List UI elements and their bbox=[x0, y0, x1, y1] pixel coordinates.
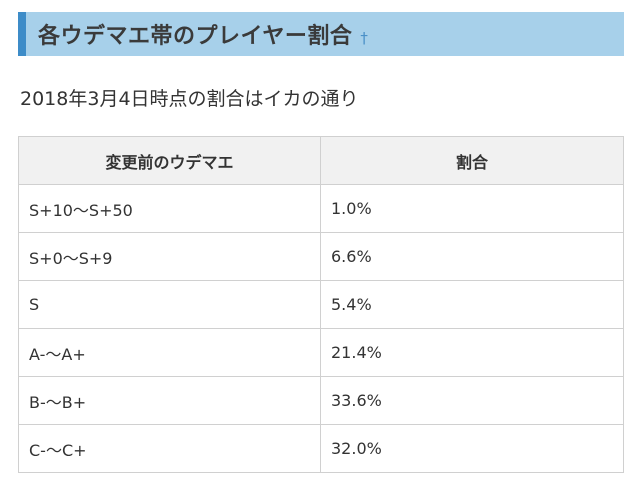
table-row: C-〜C+ 32.0% bbox=[18, 424, 624, 473]
section-title: 各ウデマエ帯のプレイヤー割合 bbox=[38, 24, 353, 49]
rank-ratio-table: 変更前のウデマエ 割合 S+10〜S+50 1.0% S+0〜S+9 6.6% … bbox=[18, 136, 624, 473]
intro-text: 2018年3月4日時点の割合はイカの通り bbox=[20, 88, 359, 110]
column-header-rank: 変更前のウデマエ bbox=[18, 136, 321, 185]
column-header-ratio: 割合 bbox=[320, 136, 624, 185]
rank-cell: S+10〜S+50 bbox=[18, 184, 321, 233]
rank-cell: S bbox=[18, 280, 321, 329]
rank-cell: B-〜B+ bbox=[18, 376, 321, 425]
rank-cell: C-〜C+ bbox=[18, 424, 321, 473]
dagger-anchor-icon[interactable]: † bbox=[360, 29, 368, 47]
table-row: S 5.4% bbox=[18, 280, 624, 329]
ratio-cell: 1.0% bbox=[320, 184, 624, 233]
rank-cell: S+0〜S+9 bbox=[18, 232, 321, 281]
ratio-cell: 33.6% bbox=[320, 376, 624, 425]
section-heading: 各ウデマエ帯のプレイヤー割合 † bbox=[18, 12, 624, 56]
ratio-cell: 5.4% bbox=[320, 280, 624, 329]
rank-cell: A-〜A+ bbox=[18, 328, 321, 377]
table-row: S+10〜S+50 1.0% bbox=[18, 184, 624, 233]
table-row: S+0〜S+9 6.6% bbox=[18, 232, 624, 281]
table-header-row: 変更前のウデマエ 割合 bbox=[18, 136, 624, 185]
ratio-cell: 6.6% bbox=[320, 232, 624, 281]
table-row: B-〜B+ 33.6% bbox=[18, 376, 624, 425]
ratio-cell: 21.4% bbox=[320, 328, 624, 377]
table-row: A-〜A+ 21.4% bbox=[18, 328, 624, 377]
ratio-cell: 32.0% bbox=[320, 424, 624, 473]
